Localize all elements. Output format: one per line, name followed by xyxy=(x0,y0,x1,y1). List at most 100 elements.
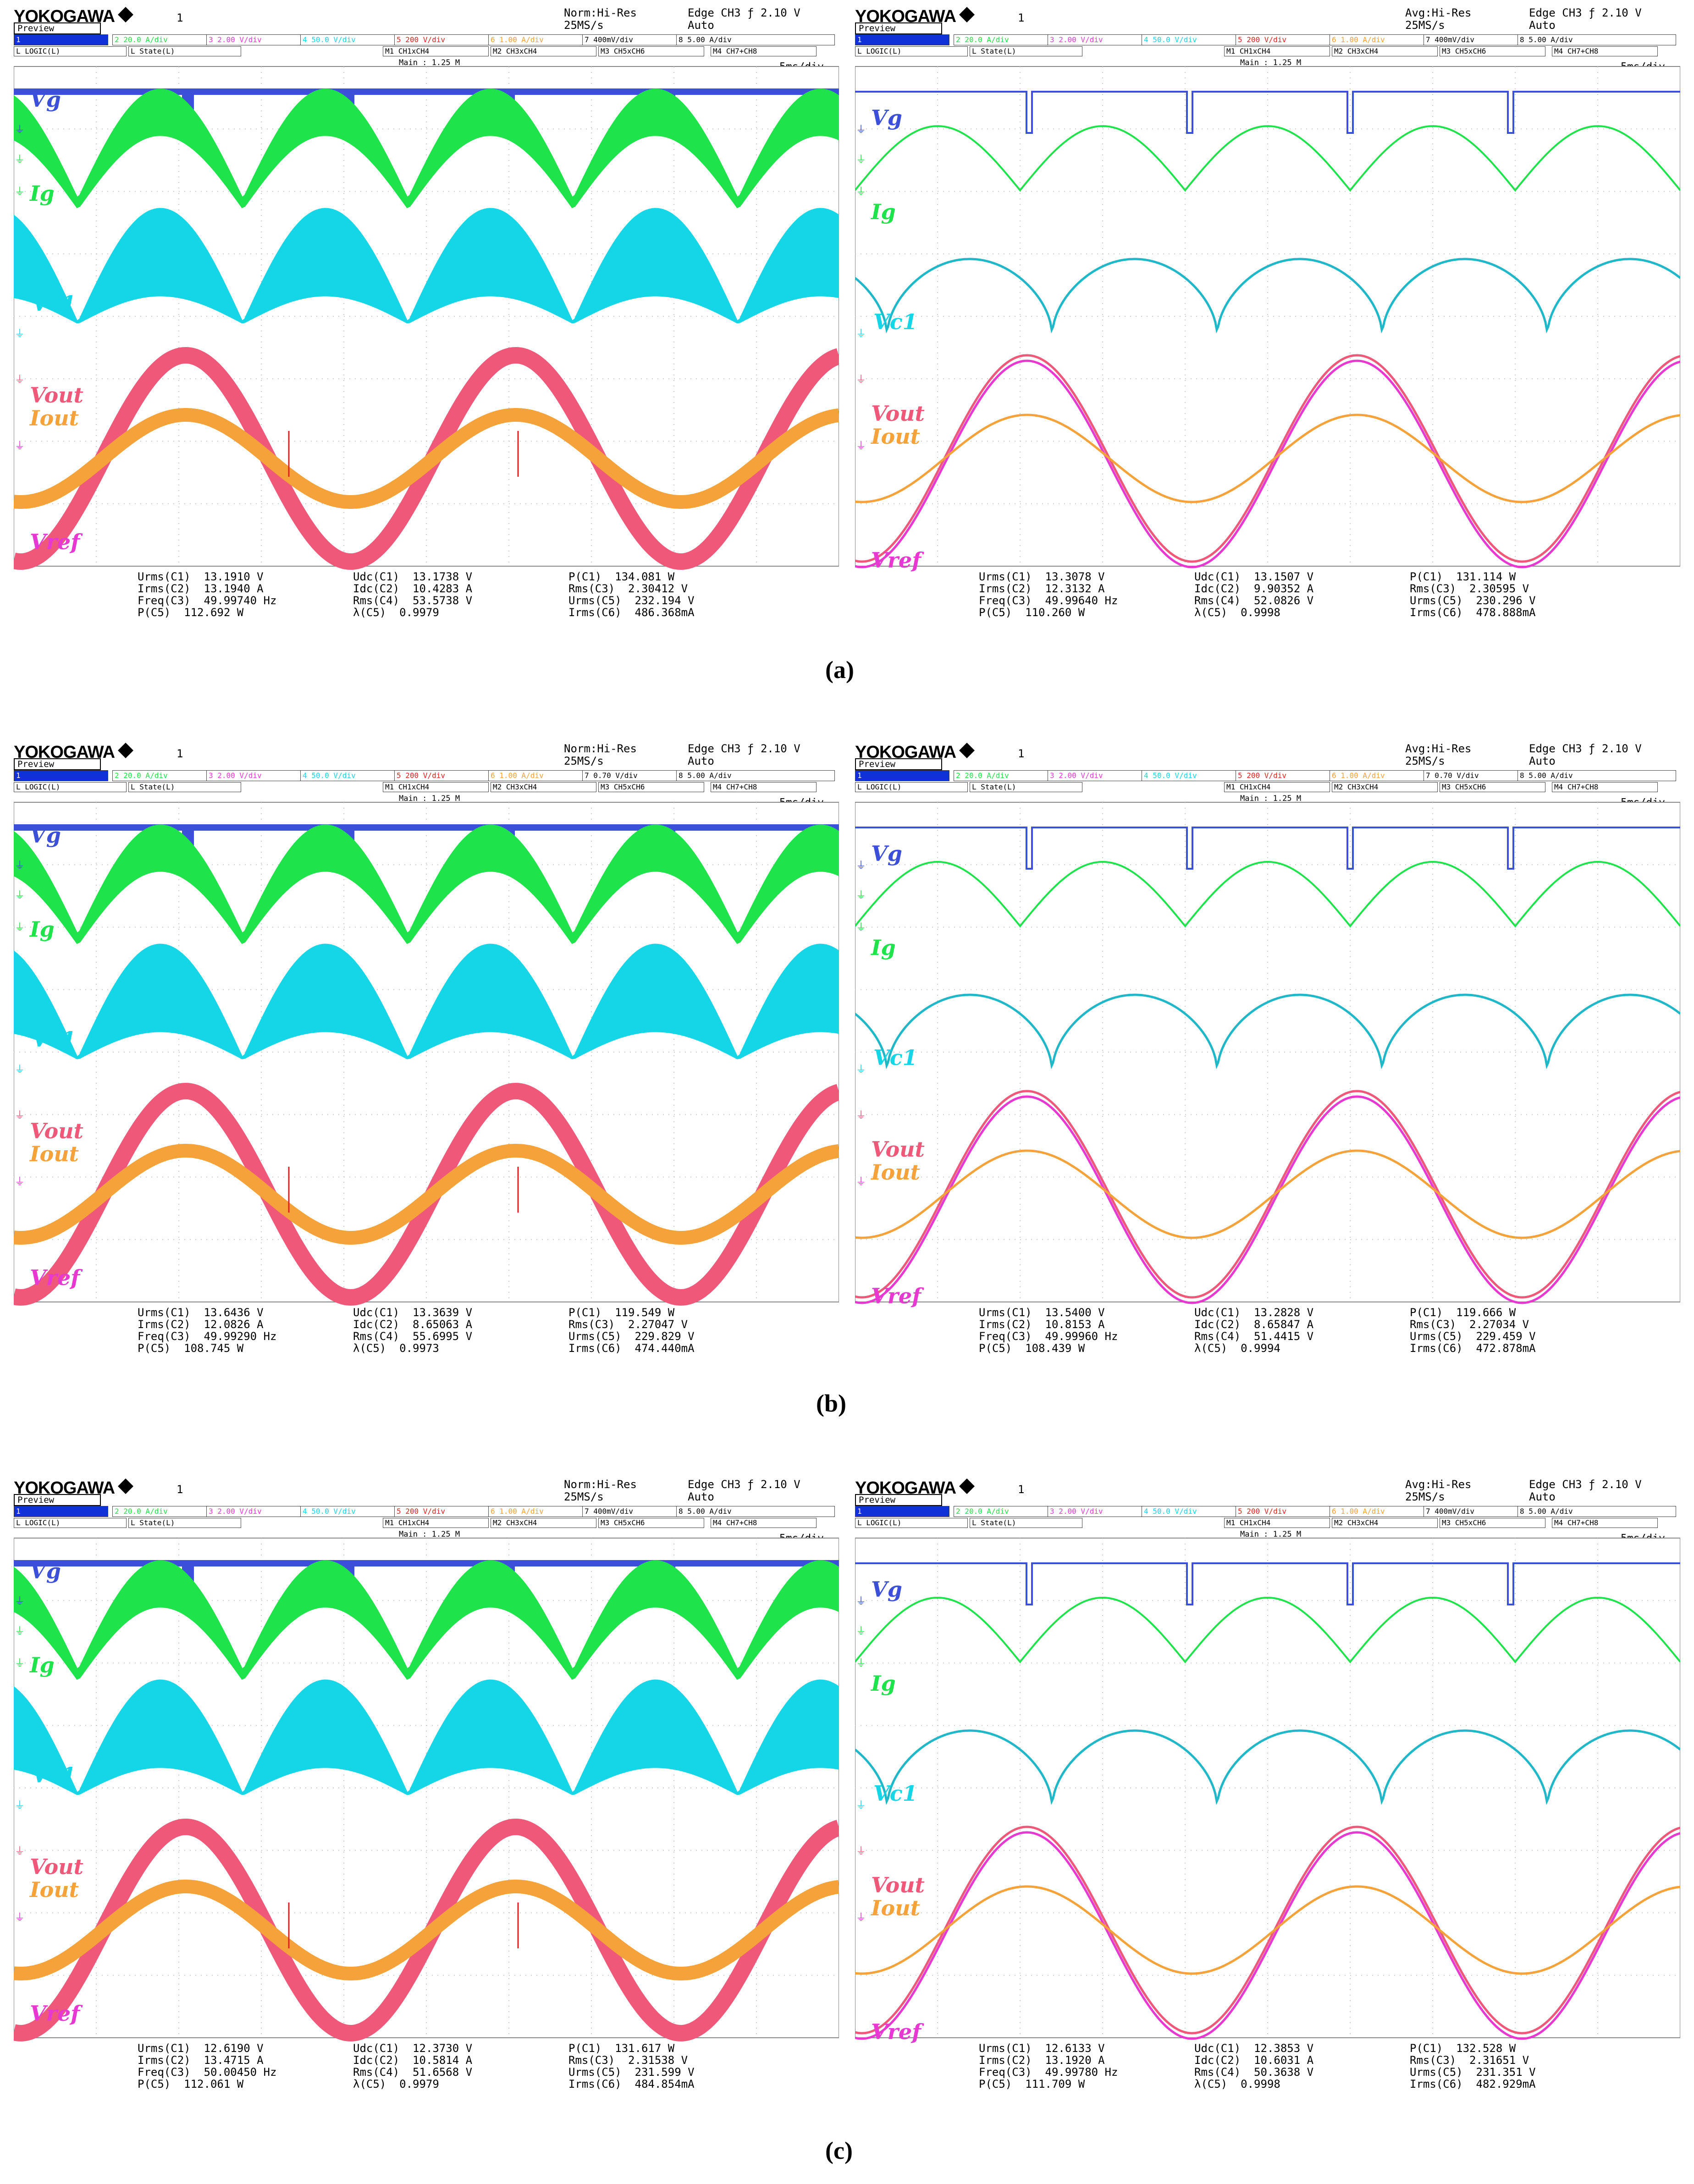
measurement-column: Urms(C1) 13.6436 V Irms(C2) 12.0826 A Freq… xyxy=(138,1307,276,1354)
trig-line: Auto xyxy=(688,1490,714,1503)
preview-button[interactable]: Preview xyxy=(14,758,101,770)
channel-1-setting[interactable]: 1 xyxy=(14,34,108,45)
series-iout-line xyxy=(855,1149,1680,1239)
ground-marker: ⏚ xyxy=(15,1800,25,1811)
series-ig-line xyxy=(855,125,1680,192)
label-vout: Vout xyxy=(30,383,83,408)
acq-line: 25MS/s xyxy=(1405,755,1445,767)
math-item: M2 CH3xCH4 xyxy=(1332,46,1438,56)
measurement-column: Udc(C1) 12.3730 V Idc(C2) 10.5814 A Rms(C4… xyxy=(353,2042,472,2090)
measurement-value: Urms(C5) 229.829 V xyxy=(568,1330,695,1343)
record-index: 1 xyxy=(1018,11,1025,24)
record-index: 1 xyxy=(177,747,183,760)
channel-8-setting[interactable]: 8 5.00 A/div xyxy=(1517,770,1676,781)
measurement-value: Irms(C6) 474.440mA xyxy=(568,1342,695,1355)
ground-marker: ⏚ xyxy=(856,1846,866,1857)
channel-8-setting[interactable]: 8 5.00 A/div xyxy=(676,34,835,45)
ground-marker: ⏚ xyxy=(856,1110,866,1121)
series-vout-line xyxy=(855,1090,1680,1299)
acq-line: 25MS/s xyxy=(564,19,604,32)
acq-line: Norm:Hi-Res xyxy=(564,6,637,19)
label-ig: Ig xyxy=(30,181,55,206)
series-ig-band xyxy=(14,1560,839,1680)
math-row: L LOGIC(L) L State(L) M1 CH1xCH4 M2 CH3xCH4… xyxy=(14,46,839,56)
preview-button[interactable]: Preview xyxy=(855,1494,942,1506)
trig-line: Edge CH3 ƒ 2.10 V xyxy=(1529,1478,1642,1491)
channel-1-setting[interactable]: 1 xyxy=(855,770,949,781)
label-ig: Ig xyxy=(30,1653,55,1677)
acq-line: 25MS/s xyxy=(564,755,604,767)
main-record-length: Main : 1.25 M xyxy=(399,58,460,67)
main-record-length: Main : 1.25 M xyxy=(1240,1530,1302,1539)
math-item: L LOGIC(L) xyxy=(14,46,127,56)
label-vg: Vg xyxy=(30,823,61,848)
preview-button[interactable]: Preview xyxy=(14,1494,101,1506)
preview-button[interactable]: Preview xyxy=(14,22,101,34)
measurement-column: Urms(C1) 13.5400 V Irms(C2) 10.8153 A Freq… xyxy=(979,1307,1118,1354)
measurement-value: Irms(C2) 13.1940 A xyxy=(138,582,264,595)
channel-8-setting[interactable]: 8 5.00 A/div xyxy=(1517,1506,1676,1517)
measurement-value: Rms(C4) 51.4415 V xyxy=(1194,1330,1314,1343)
trig-line: Edge CH3 ƒ 2.10 V xyxy=(1529,6,1642,19)
label-vc1: Vc1 xyxy=(873,1781,917,1806)
math-item: L LOGIC(L) xyxy=(14,1518,127,1528)
record-index: 1 xyxy=(1018,747,1025,760)
channel-8-setting[interactable]: 8 5.00 A/div xyxy=(676,770,835,781)
series-vg-line xyxy=(855,1562,1680,1605)
measurement-value: Rms(C3) 2.27047 V xyxy=(568,1318,688,1331)
ground-marker: ⏚ xyxy=(15,1626,25,1637)
math-row: L LOGIC(L) L State(L) M1 CH1xCH4 M2 CH3xCH4… xyxy=(14,782,839,792)
channel-1-setting[interactable]: 1 xyxy=(14,1506,108,1517)
measurement-value: Rms(C4) 52.0826 V xyxy=(1194,594,1314,607)
math-item: M4 CH7+CH8 xyxy=(1552,1518,1658,1528)
measurement-value: λ(C5) 0.9979 xyxy=(353,606,439,619)
trig-line: Auto xyxy=(1529,19,1556,32)
channel-8-setting[interactable]: 8 5.00 A/div xyxy=(676,1506,835,1517)
preview-button[interactable]: Preview xyxy=(855,758,942,770)
measurement-value: Udc(C1) 13.3639 V xyxy=(353,1306,473,1319)
math-item: M3 CH5xCH6 xyxy=(598,782,704,792)
math-item: M1 CH1xCH4 xyxy=(383,1518,489,1528)
math-item: M2 CH3xCH4 xyxy=(1332,782,1438,792)
measurement-value: P(C1) 119.666 W xyxy=(1410,1306,1516,1319)
record-index: 1 xyxy=(1018,1483,1025,1496)
math-item: M3 CH5xCH6 xyxy=(1440,1518,1545,1528)
series-ig-band xyxy=(14,88,839,209)
measurement-value: Freq(C3) 49.99740 Hz xyxy=(138,594,277,607)
trigger-settings: Edge CH3 ƒ 2.10 V Auto xyxy=(1529,743,1642,767)
label-vout: Vout xyxy=(30,1119,83,1143)
series-ig-line xyxy=(855,860,1680,928)
math-item: M4 CH7+CH8 xyxy=(711,1518,817,1528)
label-iout: Iout xyxy=(30,406,79,430)
measurement-value: Rms(C4) 53.5738 V xyxy=(353,594,473,607)
math-item: L State(L) xyxy=(970,782,1082,792)
channel-1-setting[interactable]: 1 xyxy=(855,34,949,45)
measurement-value: Udc(C1) 12.3730 V xyxy=(353,2042,473,2055)
measurement-value: Urms(C5) 231.351 V xyxy=(1410,2066,1536,2079)
label-vref: Vref xyxy=(30,529,80,554)
channel-1-setting[interactable]: 1 xyxy=(14,770,108,781)
label-vg: Vg xyxy=(871,1577,902,1602)
ground-marker: ⏚ xyxy=(856,1064,866,1075)
math-item: L State(L) xyxy=(970,46,1082,56)
label-vref: Vref xyxy=(30,2001,80,2026)
channel-8-setting[interactable]: 8 5.00 A/div xyxy=(1517,34,1676,45)
measurement-value: P(C5) 108.439 W xyxy=(979,1342,1085,1355)
acq-line: Avg:Hi-Res xyxy=(1405,742,1472,755)
math-item: M1 CH1xCH4 xyxy=(383,782,489,792)
channel-1-setting[interactable]: 1 xyxy=(855,1506,949,1517)
main-record-length: Main : 1.25 M xyxy=(1240,58,1302,67)
label-vout: Vout xyxy=(871,401,925,426)
preview-button[interactable]: Preview xyxy=(855,22,942,34)
series-vout-line xyxy=(855,1826,1680,2035)
measurement-value: Urms(C5) 231.599 V xyxy=(568,2066,695,2079)
math-item: L LOGIC(L) xyxy=(855,46,968,56)
series-ig-line xyxy=(855,1596,1680,1664)
ground-marker: ⏚ xyxy=(15,1912,25,1924)
math-item: M1 CH1xCH4 xyxy=(1224,782,1330,792)
label-vref: Vref xyxy=(871,548,921,573)
ground-marker: ⏚ xyxy=(15,1064,25,1075)
series-iout-line xyxy=(855,414,1680,503)
math-item: L LOGIC(L) xyxy=(855,1518,968,1528)
